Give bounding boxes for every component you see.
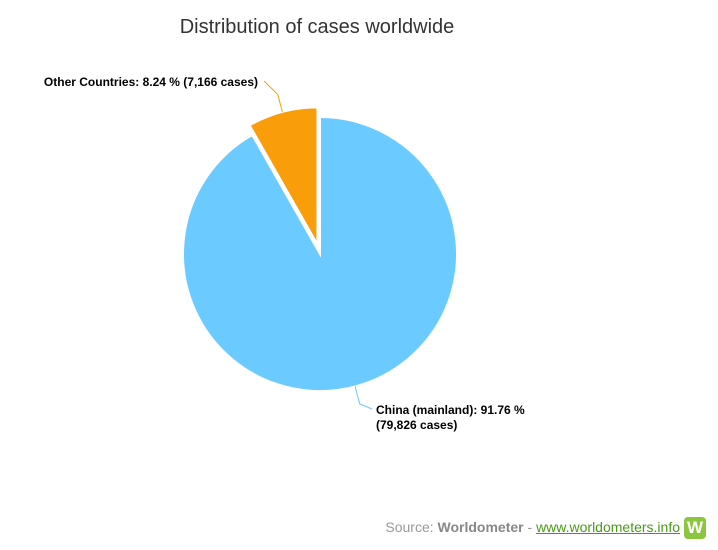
connector [354, 386, 373, 410]
source: Source: Worldometer - www.worldometers.i… [385, 519, 680, 535]
data-label: China (mainland): 91.76 % (79,826 cases) [376, 403, 525, 432]
logo: W [684, 517, 706, 539]
data-label: Other Countries: 8.24 % (7,166 cases) [43, 75, 258, 89]
chart-title: Distribution of cases worldwide [180, 16, 455, 38]
source-name: Worldometer [437, 519, 524, 535]
source-url[interactable]: www.worldometers.info [536, 519, 680, 535]
connector [263, 80, 283, 113]
source-prefix: Source: [385, 519, 434, 535]
pie-slice [182, 115, 458, 392]
source-separator: - [527, 519, 533, 535]
